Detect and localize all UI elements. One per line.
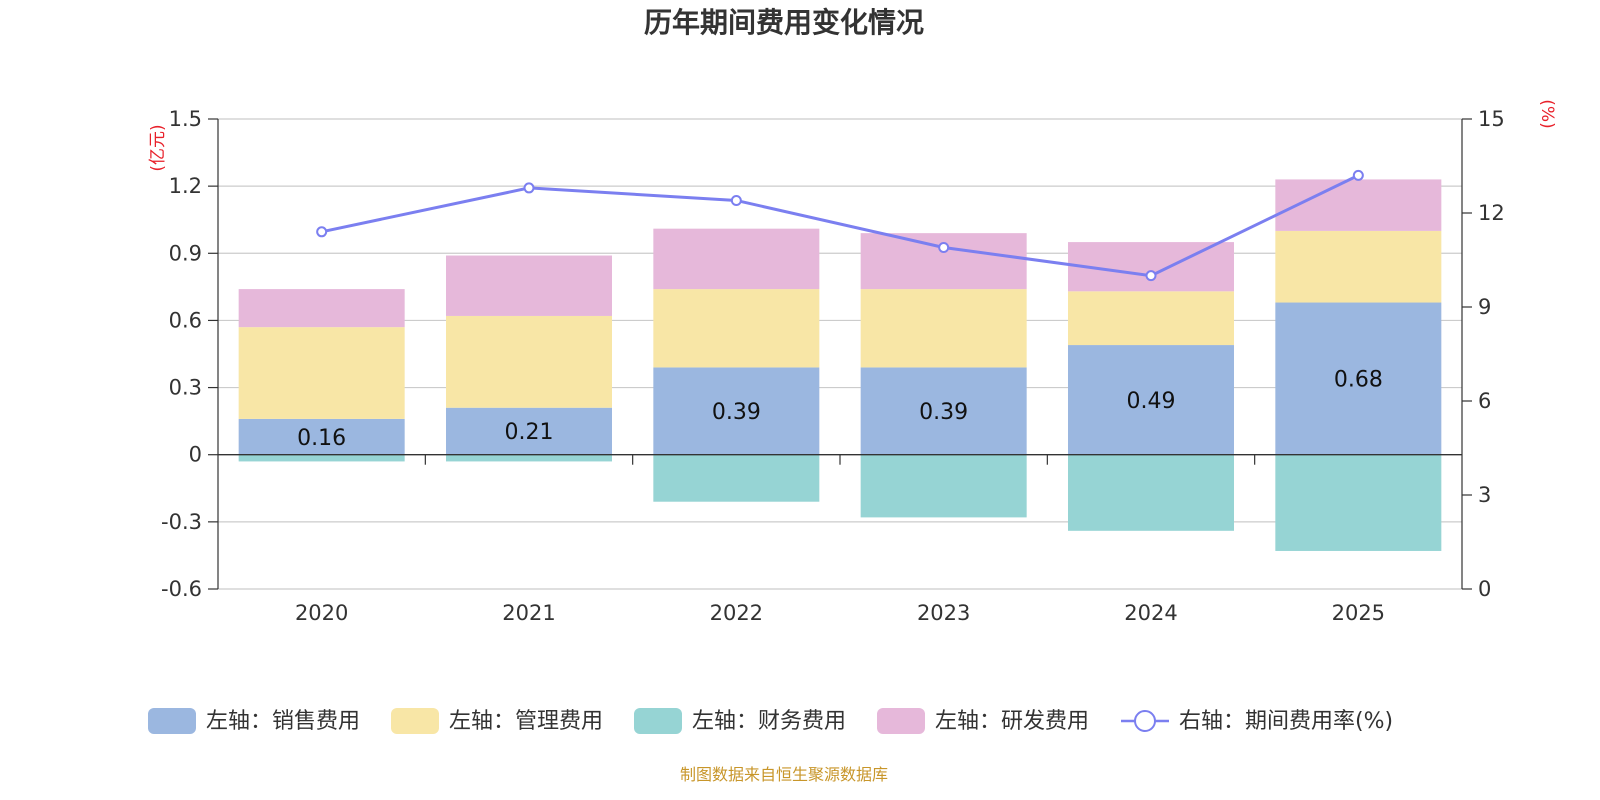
bar-value-label: 0.39: [919, 400, 968, 425]
legend-label: 左轴：销售费用: [206, 709, 360, 734]
bar-value-label: 0.21: [505, 420, 554, 445]
bar-segment: [653, 454, 820, 502]
bar-segment: [1275, 302, 1442, 455]
rate-point: [523, 182, 535, 194]
bar-segment: [653, 289, 820, 368]
legend-label: 左轴：研发费用: [935, 709, 1089, 734]
left-axis-tick-label: 0.6: [169, 308, 202, 332]
x-axis-tick-label: 2023: [917, 601, 970, 625]
rate-line-series: [316, 169, 1364, 282]
source-note: 制图数据来自恒生聚源数据库: [680, 765, 888, 784]
x-axis-tick-label: 2025: [1332, 601, 1385, 625]
bar-value-label: 0.49: [1127, 389, 1176, 414]
bar-segment: [238, 289, 405, 328]
left-axis-tick-label: -0.6: [161, 577, 202, 601]
axes: -0.6 -0.3 0 0.3 0.6 0.9 1.2 1.5 0 3 6 9 12 15 2020 2021…: [161, 107, 1505, 625]
left-axis-tick-label: 0: [189, 443, 202, 467]
bar-segment: [1068, 454, 1234, 531]
right-axis-tick-label: 6: [1478, 389, 1491, 413]
left-axis-tick-label: -0.3: [161, 510, 202, 534]
grid-lines: [218, 118, 1462, 590]
x-axis-tick-label: 2021: [502, 601, 555, 625]
bar-segment: [446, 454, 612, 462]
chart-title: 历年期间费用变化情况: [644, 6, 924, 39]
legend-label: 右轴：期间费用率(%): [1179, 709, 1393, 734]
legend: 左轴：销售费用 左轴：管理费用 左轴：财务费用 左轴：研发费用 右轴：期间费用率(%): [148, 708, 1393, 734]
bar-segment: [446, 407, 612, 455]
left-axis-tick-label: 0.9: [169, 241, 202, 265]
x-axis-tick-label: 2024: [1124, 601, 1177, 625]
right-axis-tick-label: 9: [1478, 295, 1491, 319]
bar-value-label: 0.39: [712, 400, 761, 425]
bar-segment: [860, 233, 1027, 290]
legend-item: 左轴：财务费用: [634, 708, 846, 734]
legend-swatch: [148, 708, 196, 734]
bar-segment: [860, 454, 1027, 518]
bar-segment: [1275, 179, 1442, 231]
rate-point: [1352, 169, 1364, 181]
right-axis-tick-label: 15: [1478, 107, 1505, 131]
legend-label: 左轴：管理费用: [449, 709, 603, 734]
legend-swatch: [634, 708, 682, 734]
legend-swatch: [877, 708, 925, 734]
rate-line: [321, 174, 1359, 278]
x-axis-tick-label: 2022: [710, 601, 763, 625]
bars: [238, 179, 1442, 551]
legend-label: 左轴：财务费用: [692, 709, 846, 734]
left-axis-tick-label: 0.3: [169, 376, 202, 400]
left-axis-tick-label: 1.2: [169, 174, 202, 198]
left-axis-tick-label: 1.5: [169, 107, 202, 131]
x-axis-tick-label: 2020: [295, 601, 348, 625]
bar-segment: [653, 228, 820, 290]
right-axis-tick-label: 3: [1478, 483, 1491, 507]
rate-point: [316, 226, 328, 238]
right-axis-tick-label: 12: [1478, 201, 1505, 225]
legend-marker: [1134, 710, 1156, 732]
bar-segment: [1068, 291, 1234, 346]
legend-item: 左轴：研发费用: [877, 708, 1089, 734]
bar-segment: [860, 367, 1027, 455]
bar-segment: [653, 367, 820, 455]
bar-segment: [446, 315, 612, 408]
bar-segment: [238, 454, 405, 462]
bar-segment: [238, 418, 405, 455]
left-axis-unit: (亿元): [148, 124, 168, 171]
rate-point: [938, 241, 950, 253]
legend-item: 右轴：期间费用率(%): [1121, 709, 1393, 734]
bar-segment: [1275, 230, 1442, 303]
bar-labels: 0.16 0.21 0.39 0.39 0.49 0.68: [218, 368, 1462, 465]
bar-value-label: 0.68: [1334, 368, 1383, 393]
bar-segment: [446, 255, 612, 316]
bar-segment: [238, 327, 405, 419]
bar-segment: [1068, 345, 1234, 455]
right-axis-tick-label: 0: [1478, 577, 1491, 601]
legend-item: 左轴：销售费用: [148, 708, 360, 734]
bar-value-label: 0.16: [297, 426, 346, 451]
legend-item: 左轴：管理费用: [391, 708, 603, 734]
rate-point: [1145, 270, 1157, 282]
rate-point: [730, 194, 742, 206]
bar-segment: [1275, 454, 1442, 551]
right-axis-unit: (%): [1537, 99, 1557, 128]
bar-segment: [860, 289, 1027, 368]
legend-swatch: [391, 708, 439, 734]
